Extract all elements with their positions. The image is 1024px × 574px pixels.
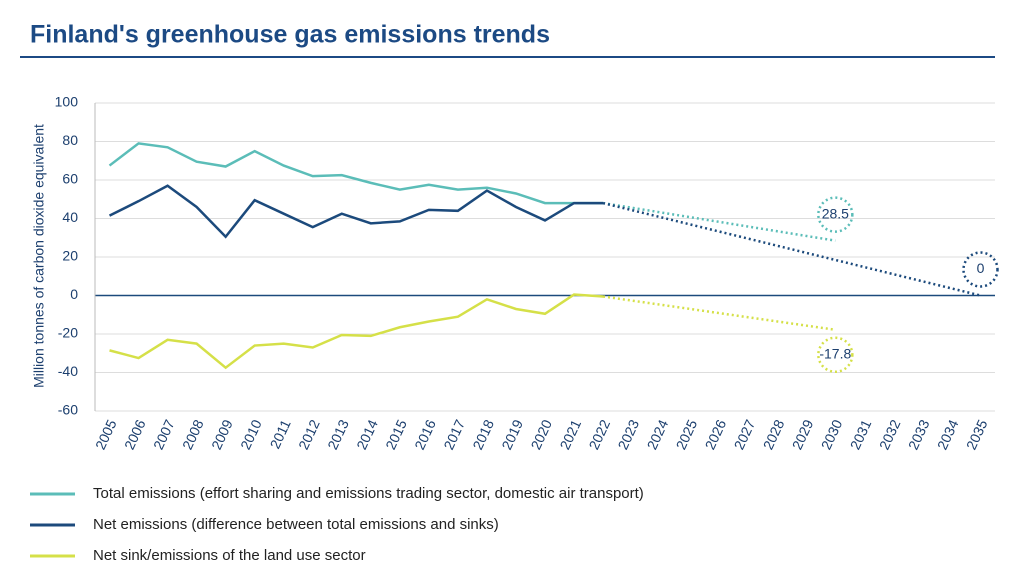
x-tick-label: 2017: [440, 417, 468, 452]
x-tick-label: 2015: [382, 417, 410, 452]
x-tick-label: 2009: [208, 417, 236, 452]
y-tick-label: 20: [62, 248, 78, 264]
x-tick-label: 2005: [92, 417, 120, 452]
series-line: [108, 142, 604, 205]
projection-line: [602, 201, 836, 242]
legend-text: Net sink/emissions of the land use secto…: [93, 547, 366, 564]
x-tick-label: 2023: [615, 417, 643, 452]
target-circle: [817, 336, 854, 374]
x-tick-label: 2027: [731, 417, 759, 452]
y-tick-label: 80: [62, 132, 78, 148]
x-tick-label: 2012: [295, 417, 323, 452]
x-tick-label: 2032: [876, 417, 904, 452]
y-tick-label: 60: [62, 171, 78, 187]
x-tick-label: 2022: [585, 417, 613, 452]
x-tick-label: 2013: [324, 417, 352, 452]
x-tick-label: 2025: [673, 417, 701, 452]
y-tick-label: -40: [58, 363, 78, 379]
x-tick-label: 2033: [905, 417, 933, 452]
x-tick-label: 2019: [498, 417, 526, 452]
x-tick-label: 2006: [121, 417, 149, 452]
x-tick-label: 2029: [789, 417, 817, 452]
x-tick-label: 2007: [150, 417, 178, 452]
y-axis-label: Million tonnes of carbon dioxide equival…: [31, 124, 47, 388]
y-tick-label: -20: [58, 325, 78, 341]
x-tick-label: 2021: [556, 417, 584, 452]
x-tick-label: 2010: [237, 417, 265, 452]
x-tick-label: 2014: [353, 417, 381, 452]
legend-text: Net emissions (difference between total …: [93, 516, 499, 533]
target-circle: [962, 251, 999, 288]
x-tick-label: 2035: [963, 417, 991, 452]
x-tick-label: 2028: [760, 417, 788, 452]
x-tick-label: 2008: [179, 417, 207, 452]
x-tick-label: 2020: [527, 417, 555, 452]
x-tick-label: 2026: [702, 417, 730, 452]
target-circle: [817, 196, 854, 233]
y-tick-label: -60: [58, 402, 78, 418]
target-label: 28.5: [822, 205, 849, 221]
x-tick-label: 2024: [644, 417, 672, 452]
y-tick-label: 0: [70, 286, 78, 302]
x-tick-label: 2016: [411, 417, 439, 452]
y-tick-label: 100: [55, 94, 79, 110]
x-tick-label: 2031: [847, 417, 875, 452]
legend-text: Total emissions (effort sharing and emis…: [93, 485, 644, 502]
target-label: 0: [977, 260, 985, 276]
x-tick-label: 2011: [267, 417, 294, 451]
x-tick-label: 2018: [469, 417, 497, 452]
series-line: [109, 293, 604, 370]
x-tick-label: 2034: [934, 417, 962, 452]
projection-line: [602, 295, 836, 332]
y-tick-label: 40: [62, 209, 78, 225]
projection-line: [602, 201, 981, 297]
target-label: -17.8: [819, 345, 851, 361]
chart-title: Finland's greenhouse gas emissions trend…: [30, 21, 550, 49]
series-line: [108, 184, 604, 239]
x-tick-label: 2030: [818, 417, 846, 452]
